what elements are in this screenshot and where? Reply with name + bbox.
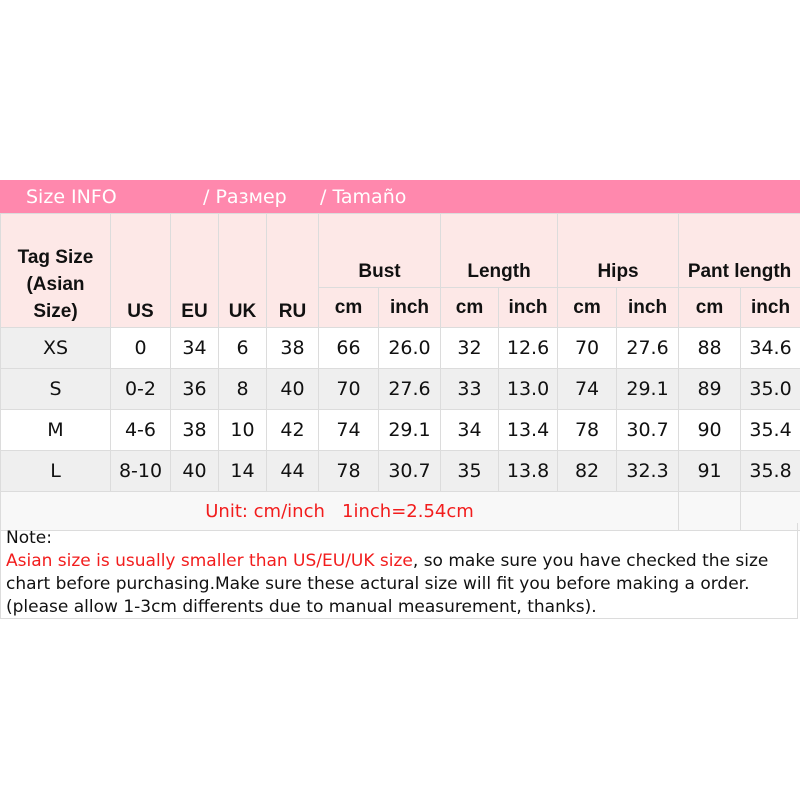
header-hips: Hips — [557, 213, 680, 288]
size-label-cell: S — [0, 368, 111, 410]
header-tag-size: Tag Size (Asian Size) — [0, 213, 111, 328]
value-cell: 89 — [678, 368, 742, 410]
table-row: L 8-10 40 14 44 78 30.7 35 13.8 82 32.3 91 35.8 — [0, 450, 800, 492]
note-text: , so make sure you have checked the size… — [6, 551, 769, 617]
header-bust: Bust — [317, 213, 442, 288]
header-us: US — [110, 213, 171, 328]
empty-cell — [740, 491, 800, 531]
value-cell: 30.7 — [377, 450, 442, 492]
value-cell: 27.6 — [616, 327, 680, 369]
header-length: Length — [440, 213, 559, 288]
value-cell: 70 — [318, 368, 379, 410]
note-box: Note: Asian size is usually smaller than… — [0, 523, 798, 619]
value-cell: 8-10 — [110, 450, 171, 492]
header-cm: cm — [318, 287, 379, 328]
header-ru: RU — [266, 213, 319, 328]
value-cell: 14 — [218, 450, 267, 492]
table-row: S 0-2 36 8 40 70 27.6 33 13.0 74 29.1 89 35.0 — [0, 368, 800, 410]
header-inch: inch — [740, 287, 800, 328]
value-cell: 35.4 — [740, 409, 800, 451]
table-row: XS 0 34 6 38 66 26.0 32 12.6 70 27.6 88 34.6 — [0, 327, 800, 369]
value-cell: 30.7 — [616, 409, 680, 451]
banner-title-es: / Tamaño — [320, 186, 407, 208]
size-label-cell: XS — [0, 327, 111, 369]
value-cell: 90 — [678, 409, 742, 451]
empty-cell — [678, 491, 742, 531]
value-cell: 13.8 — [498, 450, 559, 492]
header-inch: inch — [377, 287, 442, 328]
value-cell: 12.6 — [498, 327, 559, 369]
value-cell: 32 — [440, 327, 500, 369]
value-cell: 0-2 — [110, 368, 171, 410]
value-cell: 34 — [170, 327, 219, 369]
value-cell: 10 — [218, 409, 267, 451]
value-cell: 66 — [318, 327, 379, 369]
value-cell: 88 — [678, 327, 742, 369]
size-chart-table: Tag Size (Asian Size) US EU UK RU Bust L… — [0, 213, 800, 531]
value-cell: 35.8 — [740, 450, 800, 492]
value-cell: 91 — [678, 450, 742, 492]
header-eu: EU — [170, 213, 219, 328]
header-inch: inch — [616, 287, 680, 328]
value-cell: 13.0 — [498, 368, 559, 410]
value-cell: 34 — [440, 409, 500, 451]
value-cell: 78 — [318, 450, 379, 492]
header-cm: cm — [557, 287, 618, 328]
banner-title: Size INFO — [26, 186, 117, 208]
value-cell: 40 — [170, 450, 219, 492]
header-cm: cm — [440, 287, 500, 328]
value-cell: 74 — [318, 409, 379, 451]
value-cell: 29.1 — [616, 368, 680, 410]
header-cm: cm — [678, 287, 742, 328]
value-cell: 32.3 — [616, 450, 680, 492]
note-warning: Asian size is usually smaller than US/EU… — [6, 551, 413, 571]
size-label-cell: M — [0, 409, 111, 451]
value-cell: 6 — [218, 327, 267, 369]
value-cell: 70 — [557, 327, 618, 369]
value-cell: 33 — [440, 368, 500, 410]
unit-note: Unit: cm/inch 1inch=2.54cm — [0, 491, 680, 531]
size-label-cell: L — [0, 450, 111, 492]
value-cell: 34.6 — [740, 327, 800, 369]
value-cell: 74 — [557, 368, 618, 410]
note-label: Note: — [6, 528, 52, 548]
size-info-banner: Size INFO / Размер / Tamaño — [0, 180, 800, 214]
value-cell: 26.0 — [377, 327, 442, 369]
value-cell: 35.0 — [740, 368, 800, 410]
value-cell: 42 — [266, 409, 319, 451]
header-uk: UK — [218, 213, 267, 328]
value-cell: 8 — [218, 368, 267, 410]
value-cell: 38 — [170, 409, 219, 451]
table-row: M 4-6 38 10 42 74 29.1 34 13.4 78 30.7 90 35.4 — [0, 409, 800, 451]
value-cell: 4-6 — [110, 409, 171, 451]
value-cell: 13.4 — [498, 409, 559, 451]
value-cell: 78 — [557, 409, 618, 451]
value-cell: 27.6 — [377, 368, 442, 410]
value-cell: 38 — [266, 327, 319, 369]
value-cell: 0 — [110, 327, 171, 369]
value-cell: 82 — [557, 450, 618, 492]
header-inch: inch — [498, 287, 559, 328]
header-pant-length: Pant length — [678, 213, 800, 288]
value-cell: 35 — [440, 450, 500, 492]
value-cell: 44 — [266, 450, 319, 492]
value-cell: 36 — [170, 368, 219, 410]
banner-title-ru: / Размер — [203, 186, 287, 208]
value-cell: 40 — [266, 368, 319, 410]
value-cell: 29.1 — [377, 409, 442, 451]
